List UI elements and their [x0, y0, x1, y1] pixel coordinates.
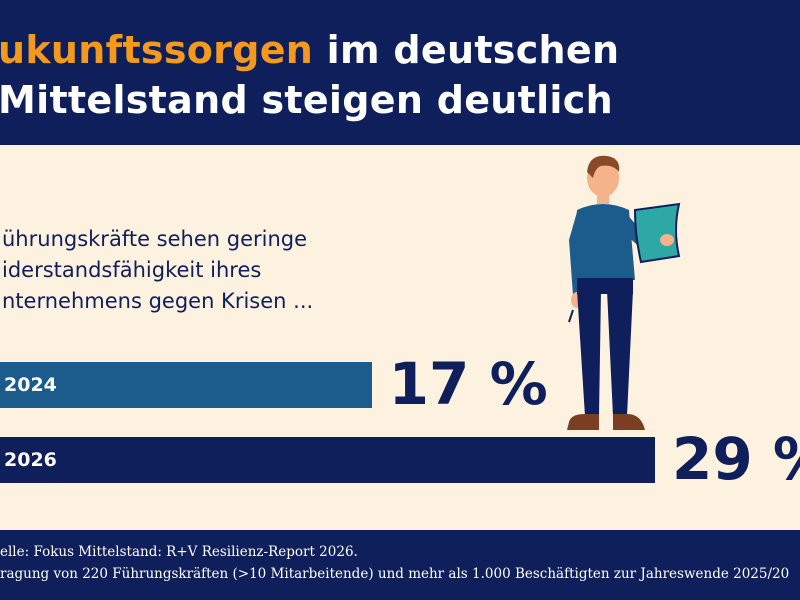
title-line-2: Mittelstand steigen deutlich [0, 78, 613, 122]
survey-note: ragung von 220 Führungskräften (>10 Mita… [0, 566, 790, 582]
header: ukunftssorgen im deutschen Mittelstand s… [0, 0, 800, 145]
title-line-1: ukunftssorgen im deutschen [0, 28, 619, 72]
bar-2024: 2024 [0, 362, 372, 408]
title-rest: im deutschen [313, 28, 620, 72]
bar-2026: 2026 [0, 437, 655, 483]
subtitle-line-1: ührungskräfte sehen geringe [2, 227, 308, 251]
subtitle-line-3: nternehmens gegen Krisen ... [2, 289, 314, 313]
source-note: elle: Fokus Mittelstand: R+V Resilienz-R… [0, 544, 358, 560]
value-label-2026: 29 % [672, 425, 800, 493]
footer: elle: Fokus Mittelstand: R+V Resilienz-R… [0, 530, 800, 600]
bar-label-2026: 2026 [4, 449, 57, 471]
bar-label-2024: 2024 [4, 374, 57, 396]
subtitle-line-2: iderstandsfähigkeit ihres [2, 258, 262, 282]
title-accent: ukunftssorgen [0, 28, 314, 72]
man-reading-document-icon [567, 155, 681, 430]
value-label-2024: 17 % [388, 350, 548, 418]
